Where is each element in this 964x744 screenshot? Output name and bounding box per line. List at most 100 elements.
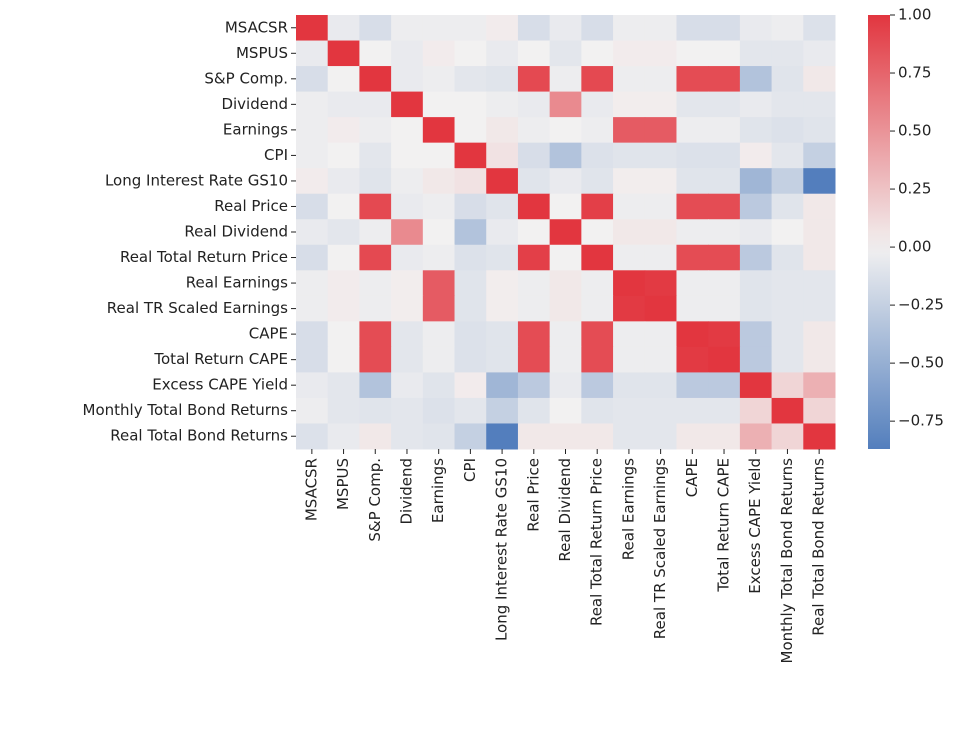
heatmap-cell bbox=[581, 397, 614, 424]
heatmap-cell bbox=[676, 142, 709, 169]
heatmap-cell bbox=[359, 372, 392, 399]
heatmap-cell bbox=[581, 117, 614, 144]
heatmap-cell bbox=[517, 346, 551, 373]
heatmap-cell bbox=[454, 372, 487, 399]
heatmap-cell bbox=[391, 193, 424, 220]
heatmap-cell bbox=[644, 66, 677, 93]
heatmap-cell bbox=[644, 321, 677, 348]
heatmap-cell bbox=[391, 270, 424, 297]
x-tick-label: Dividend bbox=[397, 458, 415, 525]
heatmap-cell bbox=[739, 270, 773, 297]
heatmap-cell bbox=[296, 321, 329, 348]
heatmap-cell bbox=[327, 244, 360, 271]
heatmap-cell bbox=[327, 40, 360, 67]
heatmap-cell bbox=[454, 346, 487, 373]
heatmap-cell bbox=[613, 168, 646, 195]
heatmap-cell bbox=[517, 40, 551, 67]
heatmap-cell bbox=[359, 193, 392, 220]
heatmap-cell bbox=[296, 346, 329, 373]
heatmap-cell bbox=[581, 372, 614, 399]
heatmap-cell bbox=[803, 321, 836, 348]
y-tick-label: Monthly Total Bond Returns bbox=[83, 401, 289, 419]
heatmap-cell bbox=[613, 321, 646, 348]
heatmap-cell bbox=[676, 117, 709, 144]
heatmap-cell bbox=[771, 346, 804, 373]
y-tick-label: Dividend bbox=[221, 95, 288, 113]
heatmap-cell bbox=[391, 40, 424, 67]
heatmap-cell bbox=[581, 66, 614, 93]
heatmap-cell bbox=[517, 321, 551, 348]
y-tick-label: Real Earnings bbox=[186, 274, 288, 292]
heatmap-cell bbox=[486, 66, 519, 93]
heatmap-cell bbox=[296, 295, 329, 322]
x-tick-label: CAPE bbox=[683, 458, 701, 497]
heatmap-cell bbox=[486, 346, 519, 373]
heatmap-cell bbox=[771, 193, 804, 220]
heatmap-cell bbox=[359, 91, 392, 118]
heatmap-cell bbox=[708, 244, 741, 271]
y-tick-label: Real Total Bond Returns bbox=[110, 427, 288, 445]
heatmap-cell bbox=[454, 321, 487, 348]
heatmap-cell bbox=[581, 193, 614, 220]
heatmap-cell bbox=[359, 66, 392, 93]
heatmap-cell bbox=[581, 423, 614, 450]
heatmap-cell bbox=[327, 346, 360, 373]
heatmap-cell bbox=[708, 397, 741, 424]
heatmap-cell bbox=[517, 219, 551, 246]
heatmap-cell bbox=[454, 423, 487, 450]
heatmap-cell bbox=[739, 66, 773, 93]
heatmap-cell bbox=[739, 15, 773, 42]
colorbar-tick-label: −0.50 bbox=[898, 354, 944, 372]
colorbar-tick-label: 0.00 bbox=[898, 238, 931, 256]
x-tick-label: Real Earnings bbox=[619, 458, 637, 560]
heatmap-cell bbox=[454, 219, 487, 246]
heatmap-cell bbox=[422, 15, 456, 42]
heatmap-cell bbox=[676, 219, 709, 246]
heatmap-cell bbox=[803, 244, 836, 271]
heatmap-cell bbox=[549, 193, 582, 220]
heatmap-cell bbox=[803, 270, 836, 297]
heatmap-cell bbox=[803, 423, 836, 450]
heatmap-cell bbox=[517, 295, 551, 322]
heatmap-cell bbox=[327, 397, 360, 424]
heatmap-cell bbox=[549, 244, 582, 271]
x-tick-label: MSACSR bbox=[302, 458, 320, 521]
heatmap-cell bbox=[613, 295, 646, 322]
heatmap-cell bbox=[391, 117, 424, 144]
heatmap-cell bbox=[296, 15, 329, 42]
heatmap-cell bbox=[644, 219, 677, 246]
heatmap-cell bbox=[771, 321, 804, 348]
heatmap-cell bbox=[581, 219, 614, 246]
heatmap-cell bbox=[771, 40, 804, 67]
heatmap-cell bbox=[644, 397, 677, 424]
heatmap-cell bbox=[549, 397, 582, 424]
heatmap-cell bbox=[613, 117, 646, 144]
heatmap-cell bbox=[549, 295, 582, 322]
heatmap-cell bbox=[454, 40, 487, 67]
heatmap-cell bbox=[549, 91, 582, 118]
heatmap-cell bbox=[422, 142, 456, 169]
heatmap-cell bbox=[486, 142, 519, 169]
heatmap-cell bbox=[486, 117, 519, 144]
heatmap-cell bbox=[359, 270, 392, 297]
heatmap-cell bbox=[391, 15, 424, 42]
heatmap-cell bbox=[803, 91, 836, 118]
heatmap-cell bbox=[708, 193, 741, 220]
heatmap-cell bbox=[359, 219, 392, 246]
heatmap-cell bbox=[708, 372, 741, 399]
heatmap-cell bbox=[486, 423, 519, 450]
heatmap-cell bbox=[739, 40, 773, 67]
heatmap-cell bbox=[454, 15, 487, 42]
heatmap-cell bbox=[803, 66, 836, 93]
x-tick-label: Earnings bbox=[429, 458, 447, 523]
heatmap-cell bbox=[486, 397, 519, 424]
heatmap-cell bbox=[739, 321, 773, 348]
heatmap-cell bbox=[486, 40, 519, 67]
colorbar bbox=[868, 15, 890, 449]
heatmap-cell bbox=[517, 168, 551, 195]
heatmap-cell bbox=[613, 40, 646, 67]
colorbar-tick-label: −0.75 bbox=[898, 412, 944, 430]
x-tick-label: MSPUS bbox=[334, 458, 352, 510]
heatmap-cell bbox=[549, 40, 582, 67]
heatmap-cell bbox=[644, 168, 677, 195]
